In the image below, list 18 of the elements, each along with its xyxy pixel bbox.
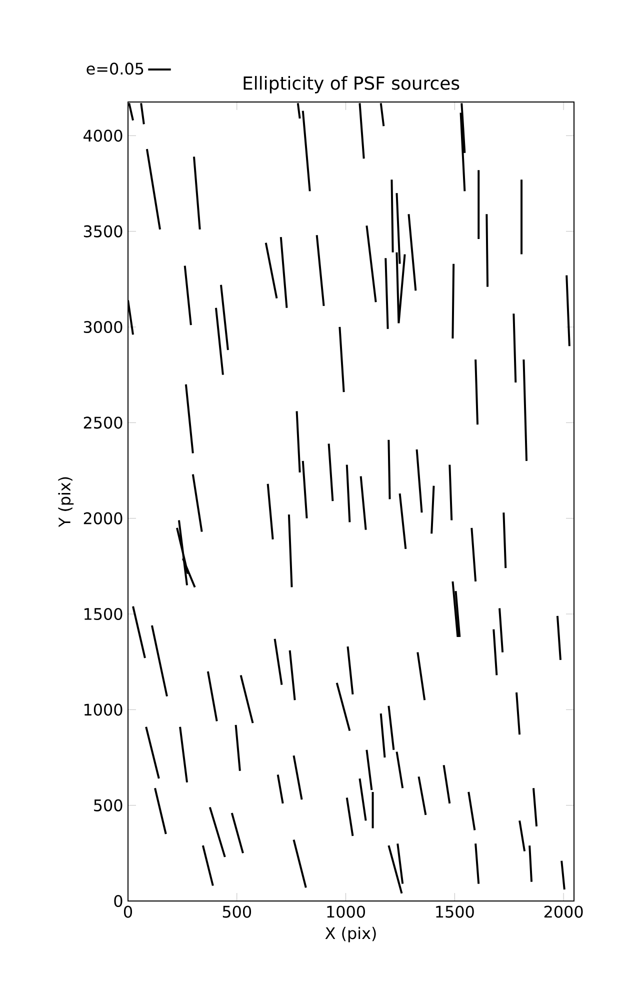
x-axis-title: X (pix): [325, 926, 376, 942]
legend-label: e=0.05: [86, 62, 144, 75]
y-tick-label: 2000: [84, 512, 122, 524]
x-tick-label: 1000: [327, 906, 365, 918]
x-tick-label: 500: [222, 906, 252, 918]
y-tick-label: 3500: [84, 225, 122, 238]
y-tick-label: 4000: [84, 130, 122, 142]
y-tick-label: 3000: [84, 320, 122, 334]
chart-title: Ellipticity of PSF sources: [244, 76, 460, 94]
y-tick-label: 2500: [84, 416, 122, 429]
y-tick-label: 1500: [84, 608, 122, 620]
y-tick-label: 500: [94, 799, 122, 812]
x-tick-label: 0: [124, 906, 132, 918]
x-tick-label: 2000: [544, 906, 583, 918]
y-tick-label: 1000: [84, 704, 122, 716]
x-tick-label: 1500: [436, 906, 474, 918]
y-tick-label: 0: [114, 894, 122, 908]
y-axis-title: Y (pix): [58, 477, 74, 528]
